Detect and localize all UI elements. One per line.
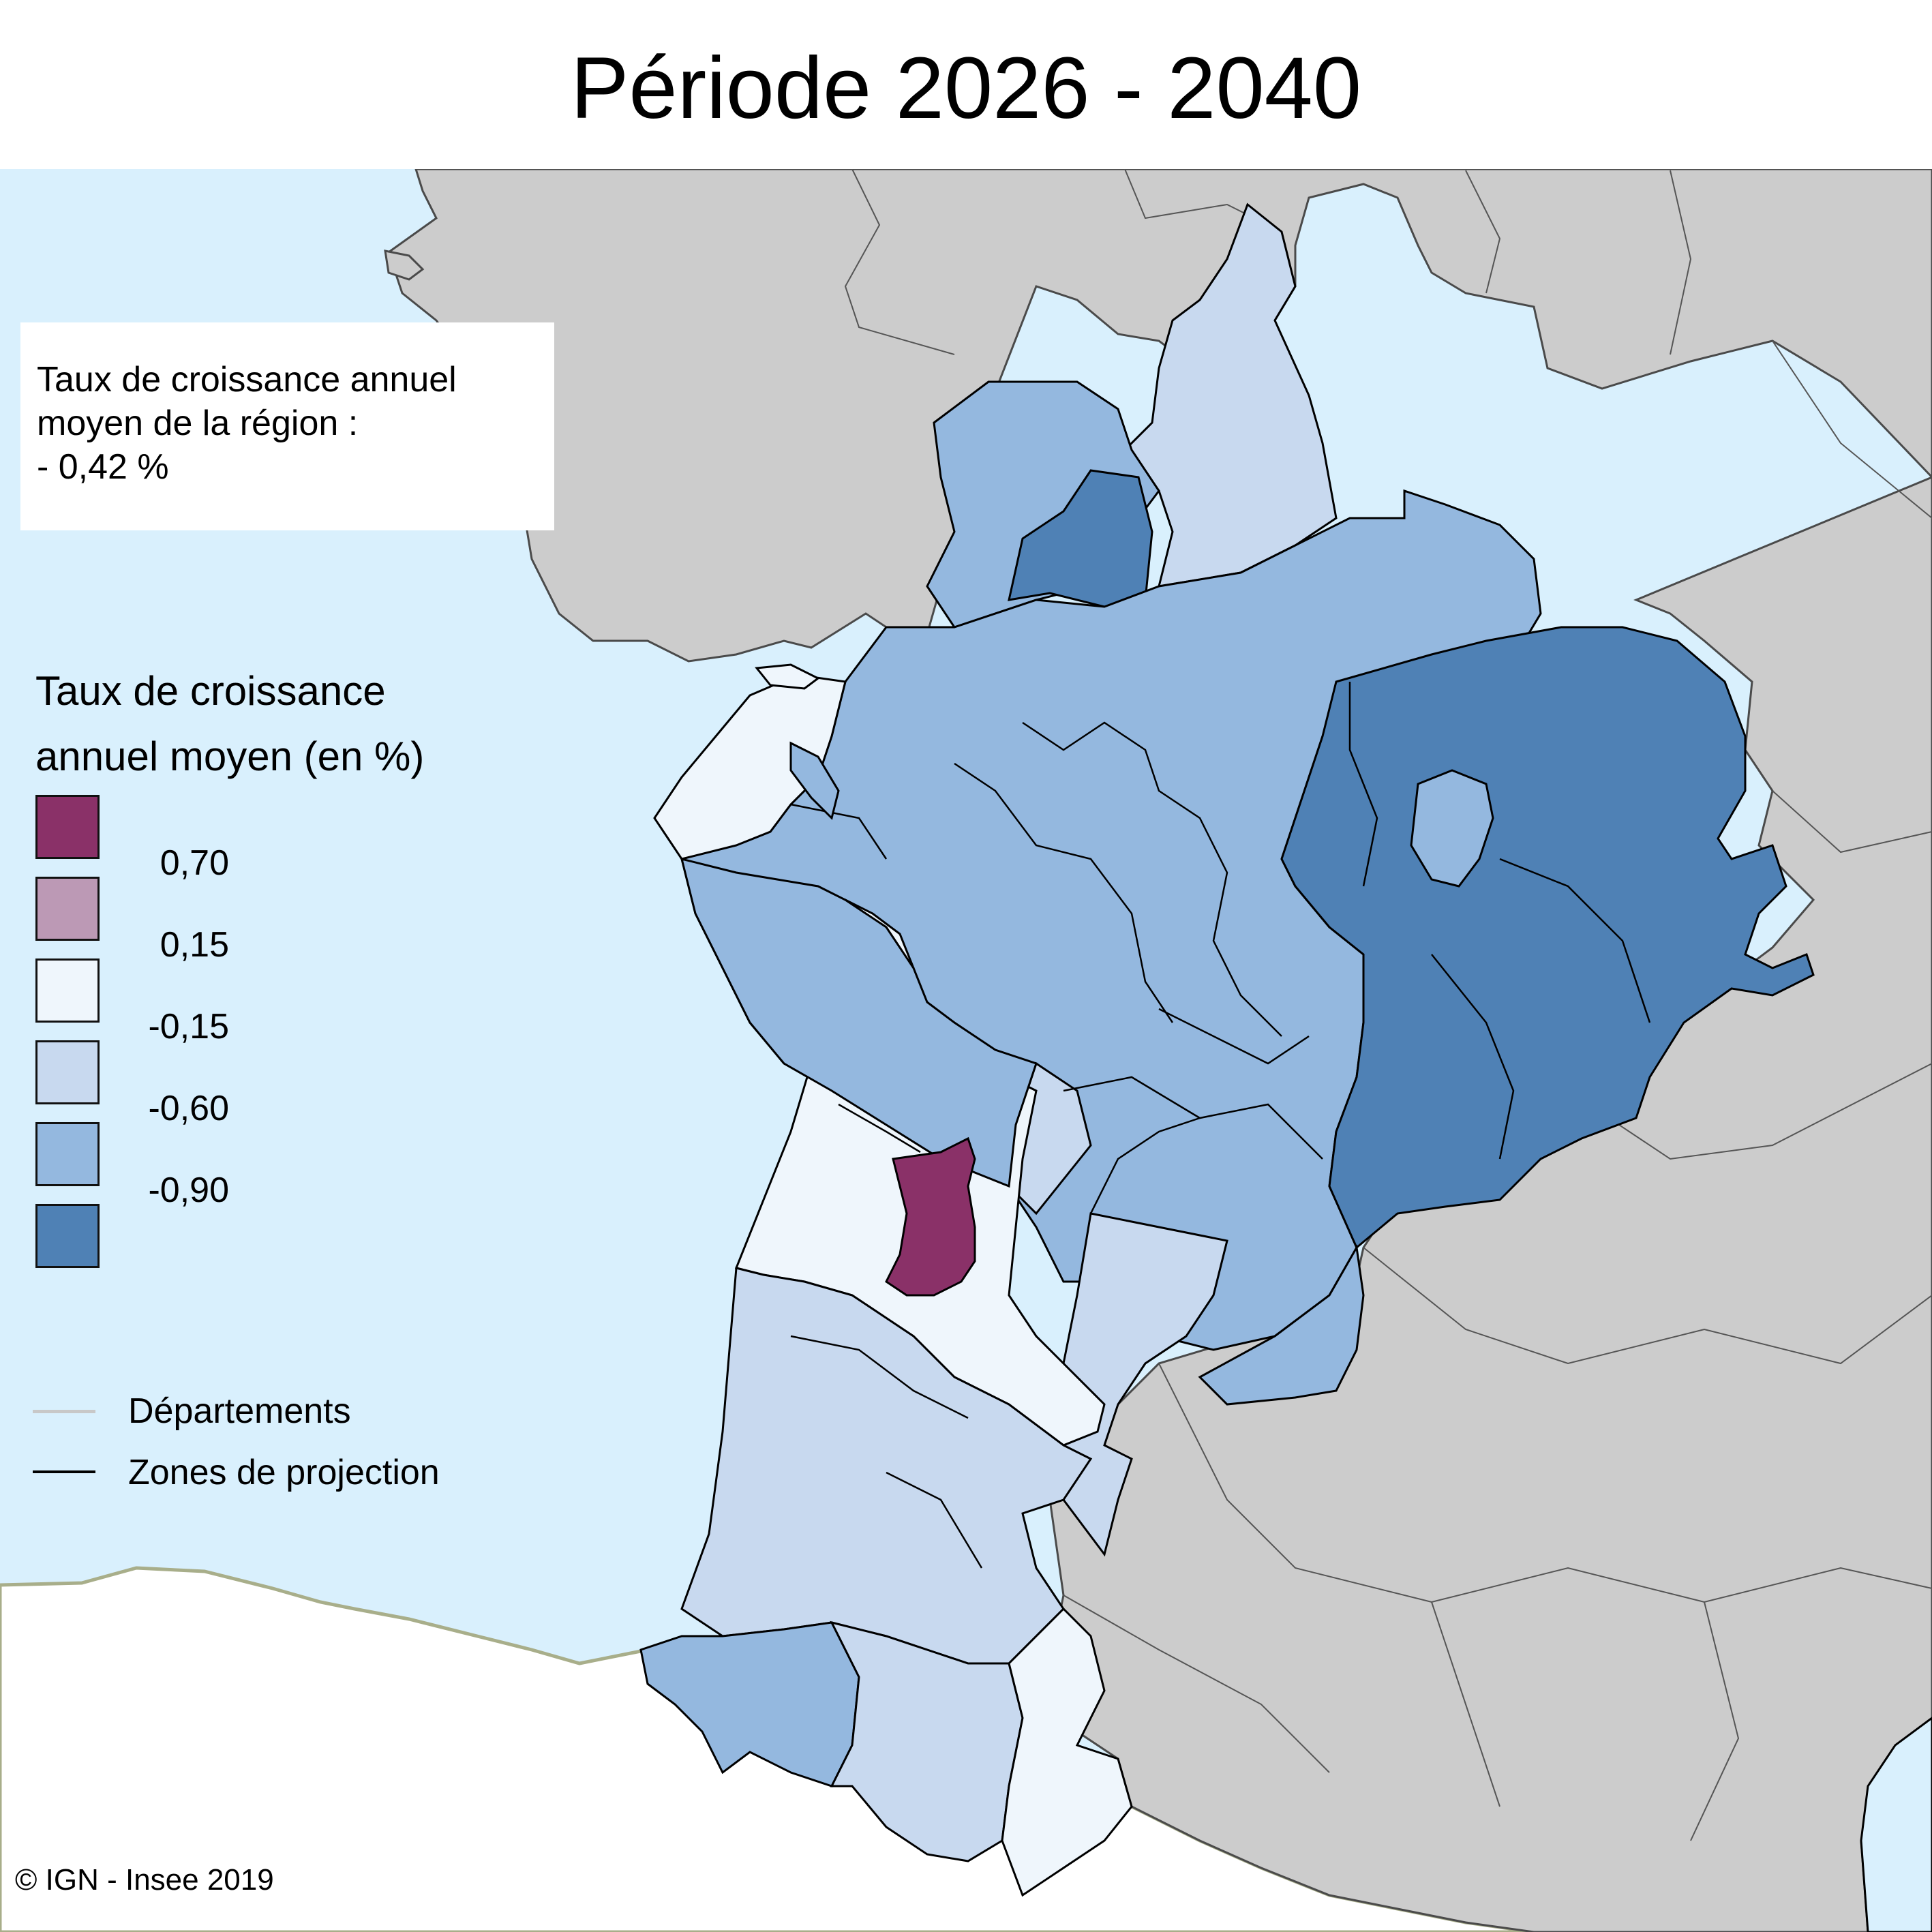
legend-break-3: -0,15 bbox=[148, 1007, 229, 1046]
legend-break-4: -0,60 bbox=[148, 1089, 229, 1128]
legend-break-5: -0,90 bbox=[148, 1171, 229, 1210]
island-north bbox=[384, 250, 425, 281]
zone-medium-clermont bbox=[1410, 769, 1494, 888]
zone-boundary-lines bbox=[790, 682, 1651, 1569]
legend-swatch-4 bbox=[35, 1040, 100, 1104]
zone-dark-north bbox=[1008, 469, 1153, 608]
legend-title-line-2: annuel moyen (en %) bbox=[35, 734, 425, 779]
legend-swatch-1 bbox=[35, 795, 100, 859]
map-title: Période 2026 - 2040 bbox=[571, 40, 1361, 137]
island-oleron bbox=[789, 741, 840, 820]
legend-zones-label: Zones de projection bbox=[128, 1453, 440, 1492]
zone-dark-auvergne bbox=[1280, 626, 1815, 1250]
legend-departements-label: Départements bbox=[128, 1391, 351, 1431]
zone-medium-coast bbox=[680, 857, 1038, 1188]
region-rate-value: - 0,42 % bbox=[37, 447, 169, 487]
legend-swatch-6 bbox=[35, 1204, 100, 1268]
legend-zones-line bbox=[33, 1470, 95, 1473]
legend-departements-line bbox=[33, 1410, 95, 1413]
island-re bbox=[755, 663, 820, 690]
legend-swatch-5 bbox=[35, 1122, 100, 1186]
zone-white-pyrenees bbox=[1001, 1607, 1133, 1897]
zone-medium-south-center bbox=[1198, 1244, 1365, 1406]
legend-title: Taux de croissance annuel moyen (en %) bbox=[35, 659, 554, 789]
legend-title-line-1: Taux de croissance bbox=[35, 668, 386, 714]
region-rate-line-1: Taux de croissance annuel bbox=[37, 360, 457, 399]
legend-break-2: 0,15 bbox=[160, 925, 229, 965]
choropleth-map bbox=[0, 169, 1932, 1932]
zone-light-bearn bbox=[830, 1620, 1024, 1862]
zone-purple-bordeaux bbox=[885, 1136, 976, 1297]
copyright-credit: © IGN - Insee 2019 bbox=[15, 1863, 274, 1897]
region-rate-line-2: moyen de la région : bbox=[37, 404, 359, 443]
legend-swatch-2 bbox=[35, 877, 100, 941]
legend-break-1: 0,70 bbox=[160, 843, 229, 883]
mediterranean-sea bbox=[1860, 1717, 1932, 1932]
legend-swatch-3 bbox=[35, 959, 100, 1023]
region-rate-box: Taux de croissance annuel moyen de la ré… bbox=[20, 322, 554, 530]
